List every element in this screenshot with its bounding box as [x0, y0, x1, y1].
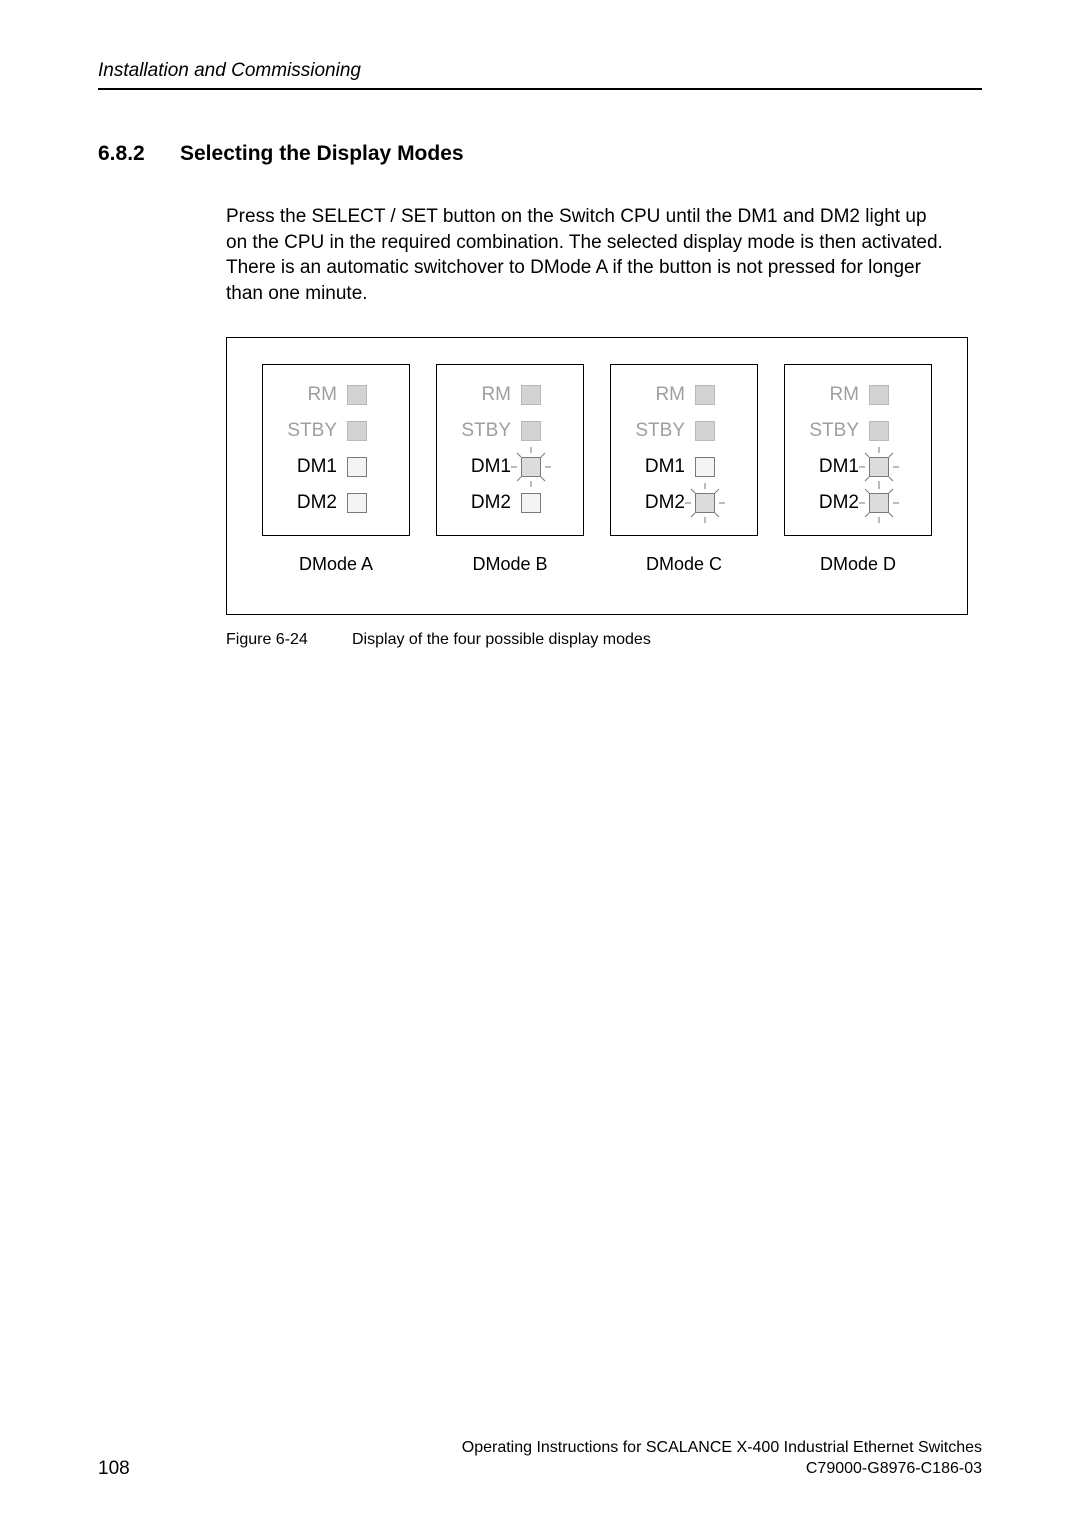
page-header: Installation and Commissioning: [98, 60, 982, 90]
label-stby: STBY: [283, 420, 347, 442]
halo-icon: [685, 483, 725, 523]
led-rm-icon: [869, 385, 889, 405]
led-stby-icon: [521, 421, 541, 441]
led-dm2-on: [695, 493, 715, 513]
led-stby-icon: [869, 421, 889, 441]
label-dm2: DM2: [457, 492, 521, 514]
label-rm: RM: [631, 384, 695, 406]
figure-label: Figure 6-24 Display of the four possible…: [226, 631, 982, 649]
panel-dmode-a: RM STBY DM1 DM2: [262, 364, 410, 536]
page: Installation and Commissioning 6.8.2 Sel…: [0, 0, 1080, 1528]
caption-d: DMode D: [784, 554, 932, 575]
label-stby: STBY: [805, 420, 869, 442]
label-rm: RM: [283, 384, 347, 406]
captions-row: DMode A DMode B DMode C DMode D: [227, 554, 967, 575]
led-dm1-icon: [347, 457, 367, 477]
footer-line-1: Operating Instructions for SCALANCE X-40…: [462, 1437, 982, 1459]
led-dm1-icon: [695, 457, 715, 477]
led-stby-icon: [695, 421, 715, 441]
panel-dmode-d: RM STBY DM1 DM2: [784, 364, 932, 536]
figure-frame: RM STBY DM1 DM2 RM STBY DM1 DM2 RM: [226, 337, 968, 615]
led-dm1-on: [521, 457, 541, 477]
panel-dmode-c: RM STBY DM1 DM2: [610, 364, 758, 536]
figure-caption: Display of the four possible display mod…: [352, 631, 651, 649]
led-stby-icon: [347, 421, 367, 441]
label-rm: RM: [805, 384, 869, 406]
halo-icon: [859, 483, 899, 523]
body-paragraph-2: There is an automatic switchover to DMod…: [226, 255, 946, 306]
footer-line-2: C79000-G8976-C186-03: [462, 1458, 982, 1480]
panel-dmode-b: RM STBY DM1 DM2: [436, 364, 584, 536]
page-footer: 108 Operating Instructions for SCALANCE …: [98, 1437, 982, 1480]
section-heading: 6.8.2 Selecting the Display Modes: [98, 142, 982, 166]
panels-row: RM STBY DM1 DM2 RM STBY DM1 DM2 RM: [227, 364, 967, 536]
label-rm: RM: [457, 384, 521, 406]
label-stby: STBY: [631, 420, 695, 442]
led-rm-icon: [521, 385, 541, 405]
halo-icon: [859, 447, 899, 487]
section-title: Selecting the Display Modes: [180, 142, 464, 166]
section-number: 6.8.2: [98, 142, 180, 166]
caption-c: DMode C: [610, 554, 758, 575]
led-rm-icon: [347, 385, 367, 405]
label-dm1: DM1: [631, 456, 695, 478]
caption-b: DMode B: [436, 554, 584, 575]
figure-id: Figure 6-24: [226, 631, 352, 649]
page-number: 108: [98, 1458, 130, 1480]
led-dm1-on: [869, 457, 889, 477]
led-dm2-icon: [347, 493, 367, 513]
footer-right: Operating Instructions for SCALANCE X-40…: [462, 1437, 982, 1480]
label-dm2: DM2: [283, 492, 347, 514]
body-paragraph-1: Press the SELECT / SET button on the Swi…: [226, 204, 946, 255]
header-title: Installation and Commissioning: [98, 60, 361, 81]
led-dm2-on: [869, 493, 889, 513]
led-rm-icon: [695, 385, 715, 405]
caption-a: DMode A: [262, 554, 410, 575]
halo-icon: [511, 447, 551, 487]
label-dm1: DM1: [283, 456, 347, 478]
led-dm2-icon: [521, 493, 541, 513]
label-stby: STBY: [457, 420, 521, 442]
